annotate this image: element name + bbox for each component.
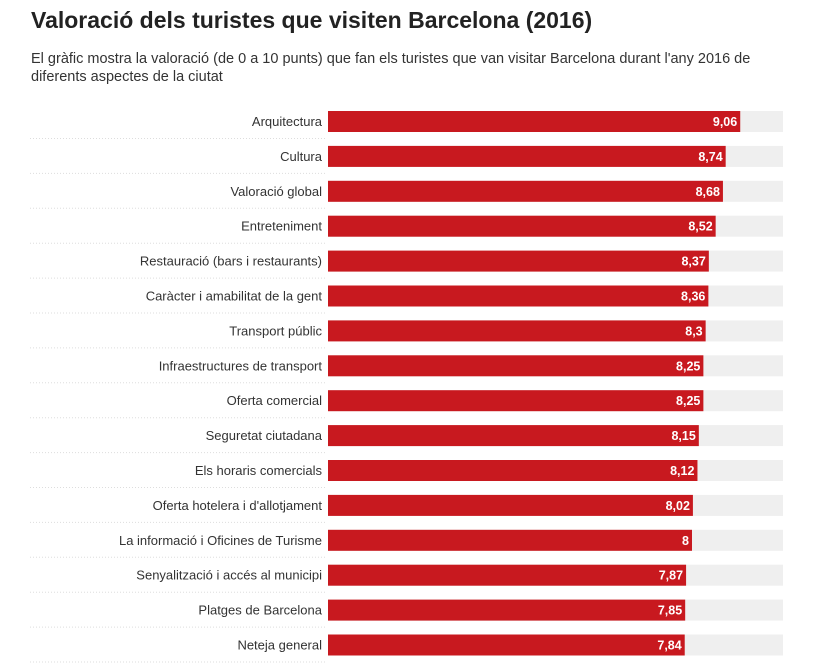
bar-row: Oferta comercial 8,25: [30, 390, 783, 419]
value-label: 7,84: [657, 639, 681, 653]
chart-subtitle: El gràfic mostra la valoració (de 0 a 10…: [31, 51, 751, 85]
bar-row: Els horaris comercials 8,12: [30, 460, 783, 488]
bar-row: Infraestructures de transport 8,25: [30, 355, 783, 384]
category-label: Infraestructures de transport: [159, 358, 323, 373]
value-label: 8,25: [676, 394, 700, 408]
category-label: Neteja general: [237, 638, 322, 653]
bar: [328, 355, 704, 377]
category-label: Restauració (bars i restaurants): [140, 254, 322, 269]
value-label: 8,74: [698, 150, 722, 164]
bar: [328, 634, 685, 656]
category-label: Arquitectura: [252, 114, 323, 129]
category-label: Oferta hotelera i d'allotjament: [153, 498, 323, 513]
bar: [328, 494, 693, 516]
bar: [328, 145, 726, 167]
value-label: 9,06: [713, 115, 737, 129]
bar-row: Caràcter i amabilitat de la gent 8,36: [30, 285, 783, 314]
bar-row: Arquitectura 9,06: [30, 111, 783, 139]
category-label: Els horaris comercials: [195, 463, 323, 478]
bar-row: Seguretat ciutadana 8,15: [30, 425, 783, 454]
bar: [328, 250, 709, 272]
value-label: 8,02: [666, 499, 690, 513]
bar: [328, 529, 692, 551]
category-label: Caràcter i amabilitat de la gent: [146, 289, 323, 304]
bar-row: Restauració (bars i restaurants) 8,37: [30, 250, 783, 279]
bar: [328, 215, 716, 237]
value-label: 8,68: [696, 185, 720, 199]
category-label: La informació i Oficines de Turisme: [119, 533, 322, 548]
bar-row: Transport públic 8,3: [30, 320, 783, 349]
category-label: Transport públic: [229, 323, 322, 338]
category-label: Oferta comercial: [227, 393, 322, 408]
bar: [328, 180, 723, 202]
bar: [328, 460, 698, 481]
category-label: Seguretat ciutadana: [206, 428, 323, 443]
bar: [328, 320, 706, 342]
value-label: 8,36: [681, 290, 705, 304]
bar-row: Platges de Barcelona 7,85: [30, 599, 783, 628]
bar-row: Cultura 8,74: [30, 145, 783, 174]
value-label: 7,85: [658, 604, 682, 618]
value-label: 7,87: [659, 569, 683, 583]
value-label: 8,52: [688, 220, 712, 234]
value-label: 8,25: [676, 359, 700, 373]
value-label: 8,12: [670, 464, 694, 478]
value-label: 8: [682, 534, 689, 548]
category-label: Platges de Barcelona: [198, 603, 322, 618]
category-label: Senyalització i accés al municipi: [136, 568, 322, 583]
value-label: 8,15: [671, 429, 695, 443]
category-label: Valoració global: [230, 184, 322, 199]
chart-title: Valoració dels turistes que visiten Barc…: [31, 7, 593, 33]
bar-row: Entreteniment 8,52: [30, 215, 783, 244]
bar-row: Valoració global 8,68: [30, 180, 783, 209]
value-label: 8,3: [685, 324, 702, 338]
category-label: Cultura: [280, 149, 323, 164]
bar-row: Senyalització i accés al municipi 7,87: [30, 564, 783, 593]
value-label: 8,37: [681, 255, 705, 269]
bar: [328, 564, 687, 586]
bar-row: La informació i Oficines de Turisme 8: [30, 529, 783, 558]
bar: [328, 390, 704, 412]
category-label: Entreteniment: [241, 219, 322, 234]
bar: [328, 599, 686, 621]
bar: [328, 111, 741, 132]
bar-row: Neteja general 7,84: [30, 634, 783, 663]
bar: [328, 425, 699, 447]
bar: [328, 285, 709, 307]
bar-row: Oferta hotelera i d'allotjament 8,02: [30, 494, 783, 523]
